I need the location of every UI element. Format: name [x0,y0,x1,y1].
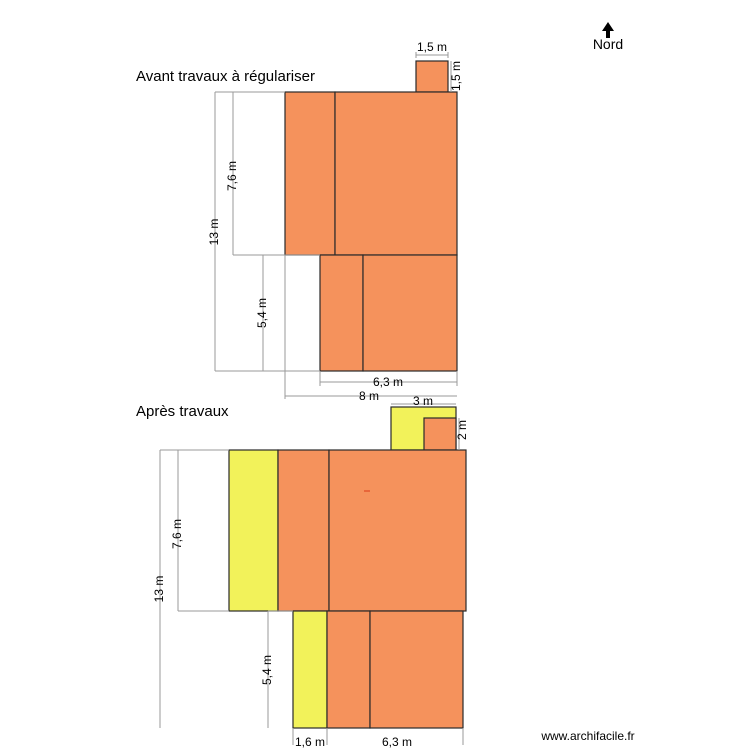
before-upper-height-label: 7,6 m [225,161,239,191]
after-lower-width-label: 6,3 m [382,735,412,749]
after-total-height-label: 13 m [152,576,166,603]
before-dim-lower-height [262,254,320,371]
before-chimney [415,60,449,93]
before-lower-height-label: 5,4 m [255,298,269,328]
before-title: Avant travaux à régulariser [136,68,315,85]
after-upper-height-label: 7,6 m [170,519,184,549]
north-arrow-head [602,22,614,38]
before-dim-total-width [284,255,457,399]
before-dim-chimney-width [415,52,449,58]
after-annex-height-label: 2 m [455,420,469,440]
after-lower-extension [292,610,328,729]
after-upper-extension [228,449,279,612]
before-dim-lower-width [319,371,458,386]
before-total-height-label: 13 m [207,219,221,246]
after-extension-width-label: 1,6 m [295,735,325,749]
before-lower-left-room [319,254,364,372]
north-arrow-icon [602,22,614,38]
after-title: Après travaux [136,403,229,420]
before-dim-total-height [214,91,320,372]
after-dim-upper-height [177,449,229,612]
before-upper-right-room [334,91,458,256]
after-dim-bottom-widths [292,728,464,745]
before-upper-left-room [284,91,336,256]
after-lower-left-room [326,610,371,729]
after-lower-right-room [369,610,464,729]
watermark: www.archifacile.fr [540,729,634,743]
before-lower-width-label: 6,3 m [373,375,403,389]
before-total-width-label: 8 m [359,389,379,403]
before-chimney-width-label: 1,5 m [417,40,447,54]
before-chimney-height-label: 1,5 m [449,61,463,91]
after-upper-right-room [328,449,467,612]
after-dim-total-height [159,449,178,728]
north-label: Nord [593,36,623,52]
before-lower-right-room [362,254,458,372]
before-dim-upper-height [232,91,285,256]
after-upper-left-room [277,449,330,612]
after-chimney [423,417,457,451]
after-lower-height-label: 5,4 m [260,655,274,685]
after-annex-width-label: 3 m [413,394,433,408]
after-dim-lower-height [267,610,293,728]
